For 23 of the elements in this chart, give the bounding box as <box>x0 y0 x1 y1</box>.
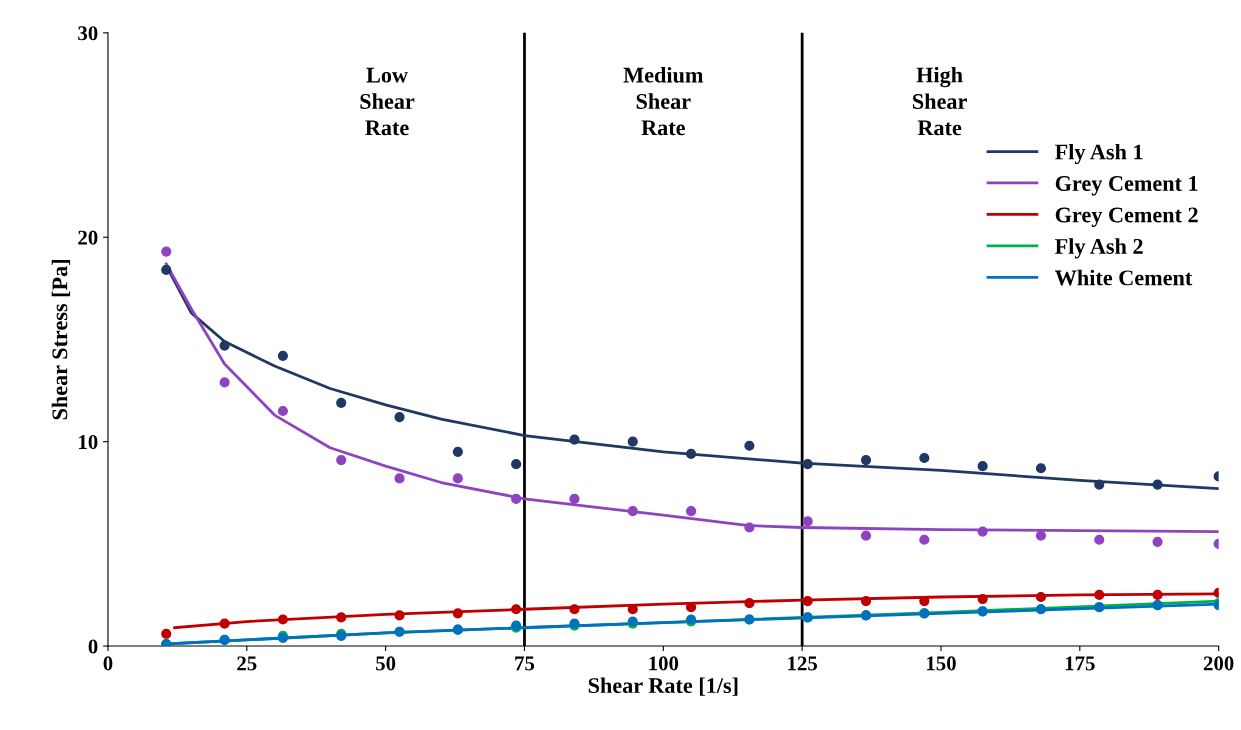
x-tick-label: 25 <box>237 656 257 671</box>
x-axis-title: Shear Rate [1/s] <box>588 677 738 696</box>
y-tick-label: 0 <box>88 639 98 654</box>
x-tick-label: 75 <box>515 656 535 671</box>
annotation: Medium Shear Rate <box>623 66 704 136</box>
x-tick-label: 200 <box>1203 656 1234 671</box>
x-tick-label: 175 <box>1065 656 1095 671</box>
annotation: High Shear Rate <box>913 66 967 136</box>
x-tick-label: 125 <box>788 656 818 671</box>
legend-label: White Cement <box>1054 269 1193 286</box>
legend-label: Fly Ash 1 <box>1055 143 1143 165</box>
legend-label: Fly Ash 2 <box>1055 238 1143 259</box>
legend-label: Grey Cement 1 <box>1055 176 1198 196</box>
legend-label: Grey Cement 2 <box>1055 207 1198 228</box>
x-tick-label: 150 <box>927 656 956 671</box>
y-tick-label: 30 <box>78 26 98 41</box>
x-tick-label: 100 <box>649 656 679 671</box>
x-tick-label: 0 <box>103 656 113 671</box>
y-tick-label: 10 <box>79 435 98 450</box>
y-tick-label: 20 <box>78 230 98 245</box>
y-axis-title: Shear Stress [Pa] <box>51 260 71 420</box>
annotation: Low Shear Rate <box>360 67 415 136</box>
x-tick-label: 50 <box>376 656 396 671</box>
